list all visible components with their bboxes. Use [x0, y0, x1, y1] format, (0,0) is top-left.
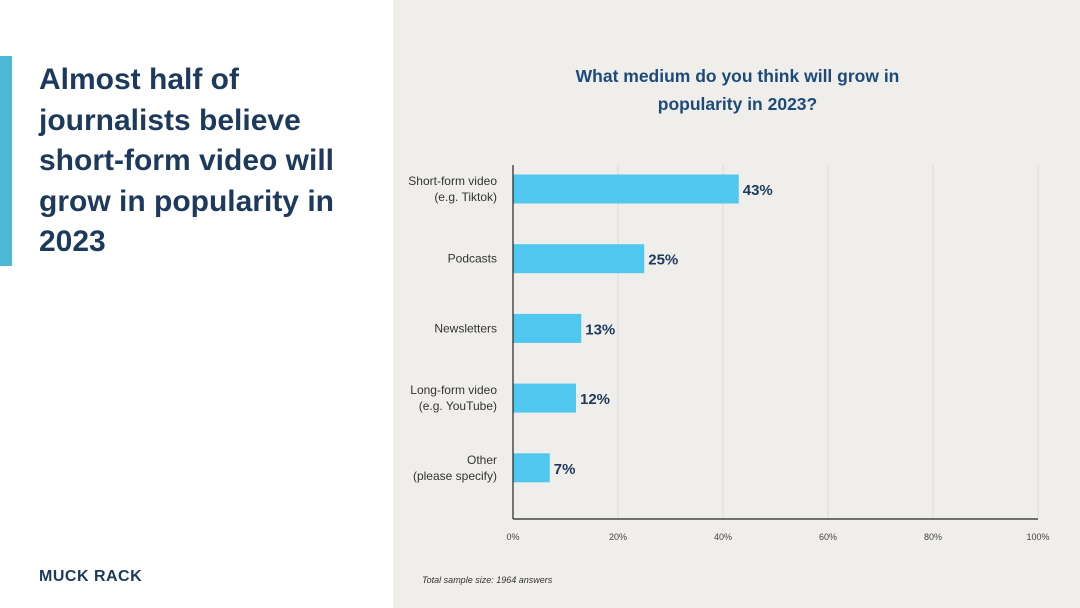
category-label: Other — [467, 453, 497, 467]
footnote: Total sample size: 1964 answers — [422, 575, 553, 585]
data-label: 7% — [554, 461, 576, 478]
category-label: (e.g. YouTube) — [419, 399, 497, 413]
x-tick-label: 60% — [819, 532, 837, 542]
bar — [513, 313, 582, 343]
category-label: Newsletters — [434, 321, 497, 335]
data-label: 43% — [743, 182, 773, 199]
chart-panel — [393, 0, 1080, 608]
x-tick-label: 40% — [714, 532, 732, 542]
category-label: Short-form video — [408, 174, 497, 188]
category-label: Podcasts — [448, 252, 497, 266]
bar — [513, 244, 645, 274]
data-label: 12% — [580, 391, 610, 408]
data-label: 13% — [585, 321, 615, 338]
category-label: (e.g. Tiktok) — [434, 190, 497, 204]
x-tick-label: 20% — [609, 532, 627, 542]
bar — [513, 453, 550, 483]
chart-title: What medium do you think will grow in po… — [575, 66, 900, 114]
accent-bar — [0, 56, 12, 266]
category-label: (please specify) — [413, 469, 497, 483]
bar — [513, 174, 739, 204]
category-label: Long-form video — [410, 383, 497, 397]
x-tick-label: 0% — [506, 532, 519, 542]
data-label: 25% — [648, 252, 678, 269]
x-tick-label: 80% — [924, 532, 942, 542]
left-panel: Almost half of journalists believe short… — [0, 0, 393, 608]
x-tick-label: 100% — [1026, 532, 1049, 542]
headline: Almost half of journalists believe short… — [39, 63, 335, 258]
bar — [513, 383, 576, 413]
muck-rack-logo: MUCK RACK — [39, 568, 143, 585]
